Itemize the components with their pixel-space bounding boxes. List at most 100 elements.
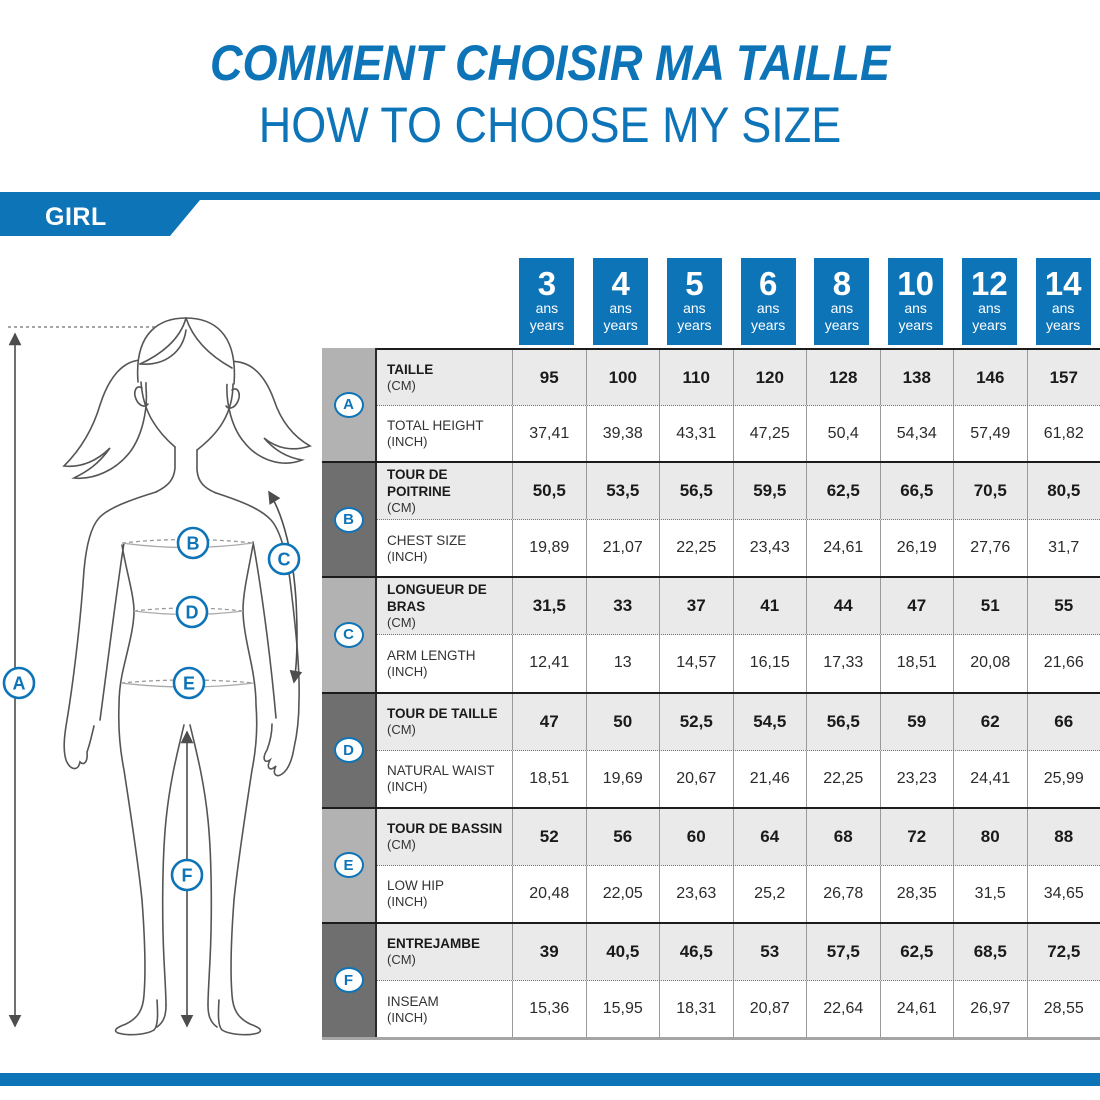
inch-row: TOTAL HEIGHT (INCH) 37,41 39,38 43,31 47,25… [377, 406, 1100, 462]
age-box: 14 ans years [1035, 258, 1091, 345]
svg-text:D: D [186, 602, 199, 622]
group-letter-column: B [322, 463, 375, 577]
value-cell: 18,31 [659, 980, 733, 1038]
value-cell: 43,31 [659, 406, 733, 462]
row-label-fr: TOUR DE TAILLE (CM) [387, 706, 498, 738]
svg-text:E: E [183, 673, 195, 693]
value-cell: 54,5 [732, 693, 807, 750]
age-label-en: years [898, 317, 933, 333]
group-letter-column: C [322, 578, 375, 692]
age-label-fr: ans [683, 300, 706, 316]
value-cell: 110 [659, 350, 733, 406]
value-cell: 21,07 [585, 520, 660, 577]
cm-row: TAILLE (CM) 95 100 110 120 128 138 146 157 [377, 350, 1100, 407]
value-cell: 88 [1026, 808, 1100, 865]
value-cell: 24,61 [806, 520, 880, 577]
marker-A: A [2, 666, 36, 700]
value-cell: 17,33 [806, 635, 880, 692]
value-cell: 24,41 [953, 750, 1027, 807]
value-cell: 26,97 [953, 980, 1027, 1038]
value-cell: 56 [585, 808, 660, 865]
value-cell: 80 [953, 808, 1027, 865]
age-label-fr: ans [830, 300, 854, 316]
marker-E: E [172, 666, 206, 700]
value-cell: 157 [1026, 350, 1100, 406]
value-cell: 31,5 [512, 578, 586, 635]
svg-text:F: F [182, 865, 193, 885]
value-cell: 31,5 [953, 865, 1027, 922]
page-title-en: HOW TO CHOOSE MY SIZE [258, 97, 842, 153]
measure-group: F ENTREJAMBE (CM) 39 40,5 46,5 53 57,5 62,5 68… [322, 923, 1100, 1041]
group-rows: ENTREJAMBE (CM) 39 40,5 46,5 53 57,5 62,5 68,5… [375, 923, 1100, 1038]
measure-group: A TAILLE (CM) 95 100 110 120 128 138 146 157 TO… [322, 348, 1100, 464]
cm-row: ENTREJAMBE (CM) 39 40,5 46,5 53 57,5 62,5 68,5… [377, 923, 1100, 981]
value-cell: 39,38 [585, 406, 660, 462]
cm-row: LONGUEUR DE BRAS (CM) 31,5 33 37 41 44 47 51 55 [377, 578, 1100, 636]
value-cell: 31,7 [1026, 520, 1100, 577]
inch-row: LOW HIP (INCH) 20,48 22,05 23,63 25,2 26,78 2… [377, 865, 1100, 922]
group-letter-badge: E [333, 852, 364, 879]
value-cell: 138 [879, 350, 954, 406]
age-column-header: 10 ans years [879, 258, 953, 345]
measure-group: B TOUR DE POITRINE (CM) 50,5 53,5 56,5 59,5… [322, 463, 1100, 579]
age-number: 10 [897, 265, 934, 302]
inch-row: CHEST SIZE (INCH) 19,89 21,07 22,25 23,43 24… [377, 520, 1100, 577]
value-cell: 47,25 [732, 406, 807, 462]
age-label-en: years [972, 317, 1007, 333]
value-cell: 46,5 [659, 923, 733, 980]
measure-group: D TOUR DE TAILLE (CM) 47 50 52,5 54,5 56,5 59… [322, 693, 1100, 809]
value-cell: 22,25 [659, 520, 733, 577]
age-box: 5 ans years [666, 258, 722, 345]
age-label-fr: ans [756, 300, 780, 316]
svg-text:A: A [13, 673, 26, 693]
value-cell: 22,64 [806, 980, 880, 1038]
value-cell: 28,55 [1026, 980, 1100, 1038]
age-column-header: 5 ans years [658, 258, 732, 345]
group-letter-column: D [322, 693, 375, 807]
value-cell: 61,82 [1026, 406, 1100, 462]
value-cell: 57,49 [953, 406, 1027, 462]
body-measurement-diagram: A B C D E F [2, 317, 312, 1036]
age-label-en: years [603, 317, 638, 333]
banner-strip [0, 192, 1100, 200]
value-cell: 100 [585, 350, 660, 406]
age-box: 6 ans years [740, 258, 796, 345]
value-cell: 56,5 [659, 463, 733, 520]
measure-group: C LONGUEUR DE BRAS (CM) 31,5 33 37 41 44 47 51… [322, 578, 1100, 694]
row-label-fr: ENTREJAMBE (CM) [387, 936, 481, 968]
value-cell: 37 [659, 578, 733, 635]
row-label-fr: TOUR DE POITRINE (CM) [387, 467, 451, 516]
value-cell: 50,4 [806, 406, 880, 462]
value-cell: 19,89 [512, 520, 586, 577]
group-rows: TOUR DE POITRINE (CM) 50,5 53,5 56,5 59,5 62… [375, 463, 1100, 577]
age-label-en: years [751, 317, 786, 333]
value-cell: 16,15 [732, 635, 807, 692]
value-cell: 23,23 [879, 750, 954, 807]
value-cell: 70,5 [953, 463, 1027, 520]
cm-row: TOUR DE BASSIN (CM) 52 56 60 64 68 72 80 88 [377, 808, 1100, 866]
size-table-body: A TAILLE (CM) 95 100 110 120 128 138 146 157 TO… [322, 348, 1100, 1041]
value-cell: 34,65 [1026, 865, 1100, 922]
value-cell: 20,48 [512, 865, 586, 922]
row-label-fr: TAILLE (CM) [387, 362, 434, 394]
age-column-header: 4 ans years [584, 258, 658, 345]
group-rows: LONGUEUR DE BRAS (CM) 31,5 33 37 41 44 47 51 55… [375, 578, 1100, 692]
figure-markers: A B C D E F [2, 526, 301, 892]
value-cell: 25,2 [732, 865, 807, 922]
cm-row: TOUR DE TAILLE (CM) 47 50 52,5 54,5 56,5 59 62… [377, 693, 1100, 751]
age-number: 5 [685, 265, 704, 302]
row-label-en: INSEAM (INCH) [387, 993, 439, 1025]
value-cell: 60 [659, 808, 733, 865]
row-label-en: TOTAL HEIGHT (INCH) [387, 418, 484, 450]
age-header-row: 3 ans years 4 ans years 5 ans years 6 an… [510, 258, 1100, 345]
group-letter-column: E [322, 808, 375, 922]
value-cell: 52 [512, 808, 586, 865]
page-title-fr: COMMENT CHOISIR MA TAILLE [210, 35, 890, 91]
value-cell: 56,5 [806, 693, 880, 750]
value-cell: 44 [806, 578, 880, 635]
age-column-header: 6 ans years [731, 258, 805, 345]
age-label-fr: ans [609, 300, 632, 316]
age-box: 8 ans years [814, 258, 870, 345]
value-cell: 55 [1026, 578, 1100, 635]
value-cell: 20,67 [659, 750, 733, 807]
